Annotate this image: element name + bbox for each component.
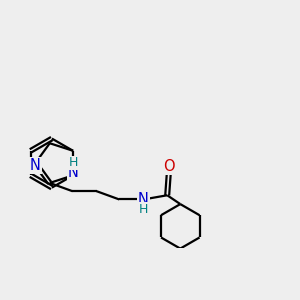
Text: H: H (139, 203, 148, 216)
Text: O: O (163, 159, 175, 174)
Text: H: H (68, 156, 78, 170)
Text: N: N (138, 192, 149, 207)
Text: N: N (68, 165, 79, 180)
Text: N: N (30, 158, 41, 173)
